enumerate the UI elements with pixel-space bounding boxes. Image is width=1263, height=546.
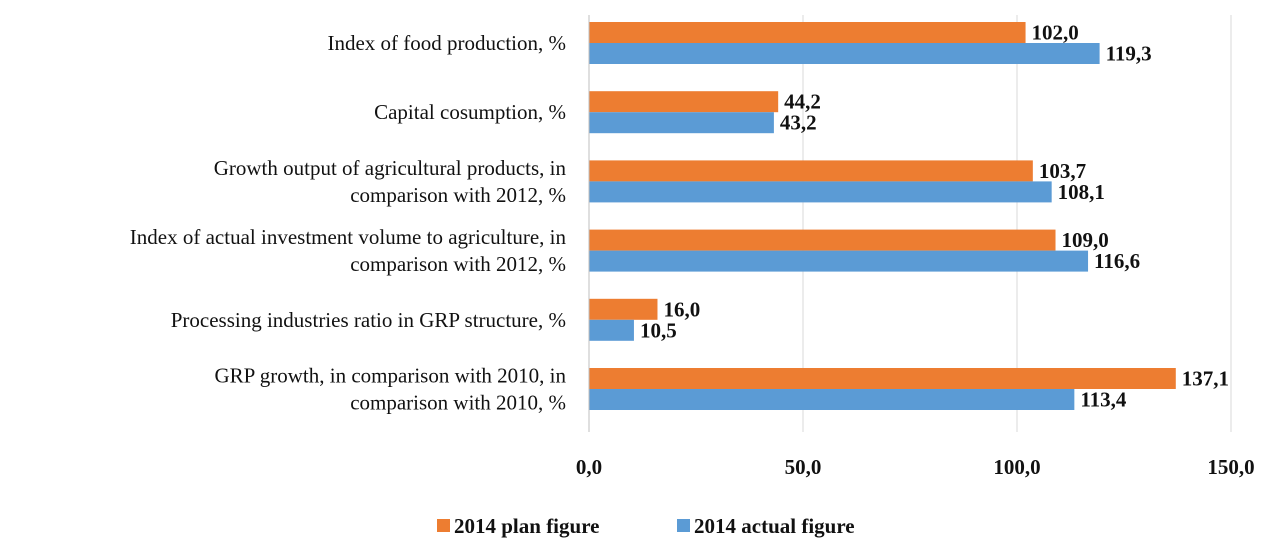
category-label: Index of actual investment volume to agr… (130, 225, 567, 249)
bar-actual (589, 250, 1089, 272)
bar-plan (589, 368, 1176, 389)
legend-label: 2014 plan figure (454, 514, 599, 538)
x-tick-label: 0,0 (576, 455, 602, 479)
gridlines (802, 15, 1232, 432)
category-label: comparison with 2012, % (350, 252, 566, 276)
category-label: Capital cosumption, % (374, 100, 566, 124)
data-label: 113,4 (1080, 388, 1127, 412)
data-label: 16,0 (663, 297, 700, 321)
category-label: comparison with 2010, % (350, 391, 566, 415)
legend: 2014 plan figure 2014 actual figure (437, 514, 855, 538)
bar-plan (589, 298, 658, 320)
bar-actual (589, 389, 1075, 410)
category-label: Processing industries ratio in GRP struc… (171, 308, 566, 332)
legend-swatch (437, 519, 450, 532)
legend-swatch (677, 519, 690, 532)
bars (589, 22, 1176, 410)
data-label: 43,2 (780, 111, 817, 135)
data-label: 103,7 (1039, 159, 1086, 183)
category-label: Growth output of agricultural products, … (214, 156, 567, 180)
bar-plan (589, 91, 779, 113)
bar-plan (589, 22, 1026, 43)
data-label: 108,1 (1058, 180, 1105, 204)
x-axis-tick-labels: 0,0 50,0 100,0 150,0 (576, 455, 1255, 479)
data-label: 102,0 (1032, 21, 1079, 45)
bar-actual (589, 112, 774, 134)
category-label: GRP growth, in comparison with 2010, in (214, 364, 566, 388)
data-label: 44,2 (784, 90, 821, 114)
data-label: 116,6 (1094, 249, 1140, 273)
category-label: comparison with 2012, % (350, 183, 566, 207)
data-label: 10,5 (640, 318, 677, 342)
bar-plan (589, 229, 1056, 251)
category-labels: Index of food production, % Capital cosum… (130, 31, 567, 415)
x-tick-label: 50,0 (785, 455, 822, 479)
bar-plan (589, 160, 1033, 182)
data-label: 109,0 (1062, 228, 1109, 252)
x-tick-label: 100,0 (993, 455, 1040, 479)
bar-actual (589, 319, 634, 341)
legend-label: 2014 actual figure (694, 514, 855, 538)
bar-actual (589, 43, 1100, 64)
category-label: Index of food production, % (327, 31, 566, 55)
data-label: 119,3 (1106, 42, 1152, 66)
x-tick-label: 150,0 (1207, 455, 1254, 479)
data-label: 137,1 (1182, 367, 1229, 391)
bar-actual (589, 181, 1052, 203)
